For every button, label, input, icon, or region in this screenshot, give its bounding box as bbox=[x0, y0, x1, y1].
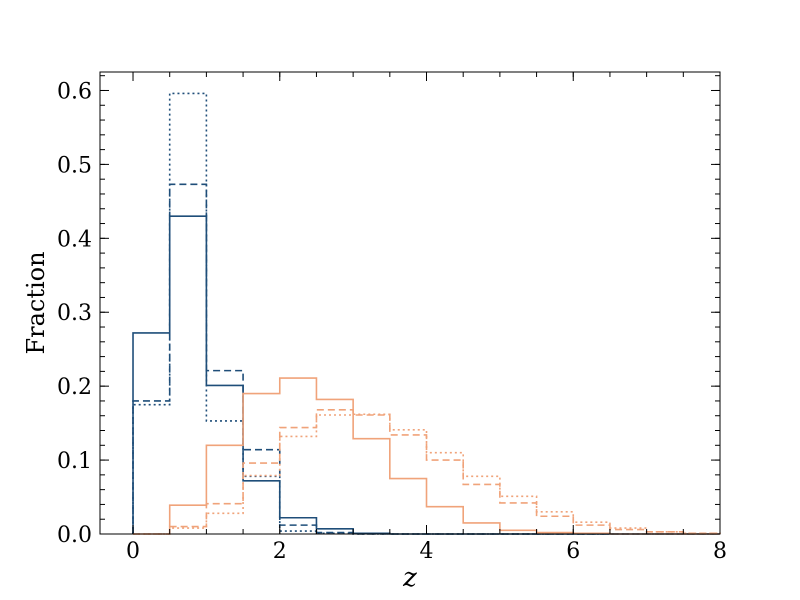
x-tick-label: 2 bbox=[273, 539, 287, 564]
x-tick-label: 6 bbox=[566, 539, 580, 564]
x-tick-label: 0 bbox=[126, 539, 140, 564]
series-3-solid bbox=[133, 377, 720, 535]
ticks-layer bbox=[100, 72, 721, 535]
y-axis-label: Fraction bbox=[22, 251, 50, 354]
series-layer bbox=[132, 92, 721, 535]
series-2-dotted bbox=[132, 92, 720, 535]
y-tick-label: 0.1 bbox=[57, 449, 92, 474]
series-5-dotted bbox=[133, 413, 721, 535]
series-4-dashed bbox=[133, 409, 721, 535]
x-axis-label: z bbox=[402, 563, 417, 593]
y-tick-label: 0.0 bbox=[57, 523, 92, 548]
x-tick-label: 4 bbox=[420, 539, 434, 564]
plot-frame bbox=[99, 71, 721, 535]
y-tick-label: 0.5 bbox=[57, 153, 92, 178]
x-tick-label: 8 bbox=[713, 539, 727, 564]
y-tick-label: 0.3 bbox=[57, 301, 92, 326]
y-tick-label: 0.4 bbox=[57, 227, 92, 252]
tick-labels: 0 2 4 6 8 0.0 0.1 0.2 0.3 0.4 0.5 0.6 bbox=[57, 79, 727, 564]
y-tick-label: 0.2 bbox=[57, 375, 92, 400]
y-tick-label: 0.6 bbox=[57, 79, 92, 104]
